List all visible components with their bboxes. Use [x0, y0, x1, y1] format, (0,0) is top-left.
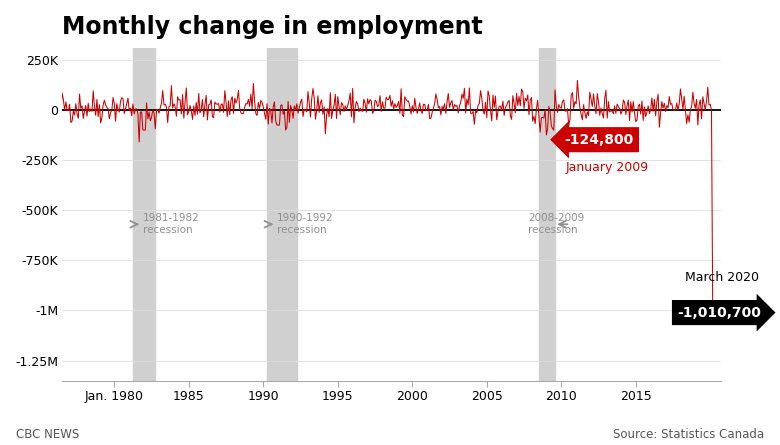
- Text: January 2009: January 2009: [566, 161, 649, 174]
- Text: -124,800: -124,800: [549, 133, 633, 147]
- Bar: [539, 48, 555, 380]
- Text: Monthly change in employment: Monthly change in employment: [62, 15, 483, 39]
- Text: March 2020: March 2020: [685, 271, 759, 284]
- Text: CBC NEWS: CBC NEWS: [16, 428, 79, 441]
- Bar: [133, 48, 155, 380]
- Bar: [267, 48, 297, 380]
- Text: Source: Statistics Canada: Source: Statistics Canada: [613, 428, 764, 441]
- Text: 1981-1982
recession: 1981-1982 recession: [143, 213, 200, 235]
- Text: 2008-2009
recession: 2008-2009 recession: [529, 213, 585, 235]
- Text: 1990-1992
recession: 1990-1992 recession: [277, 213, 333, 235]
- Text: -1,010,700: -1,010,700: [678, 306, 761, 320]
